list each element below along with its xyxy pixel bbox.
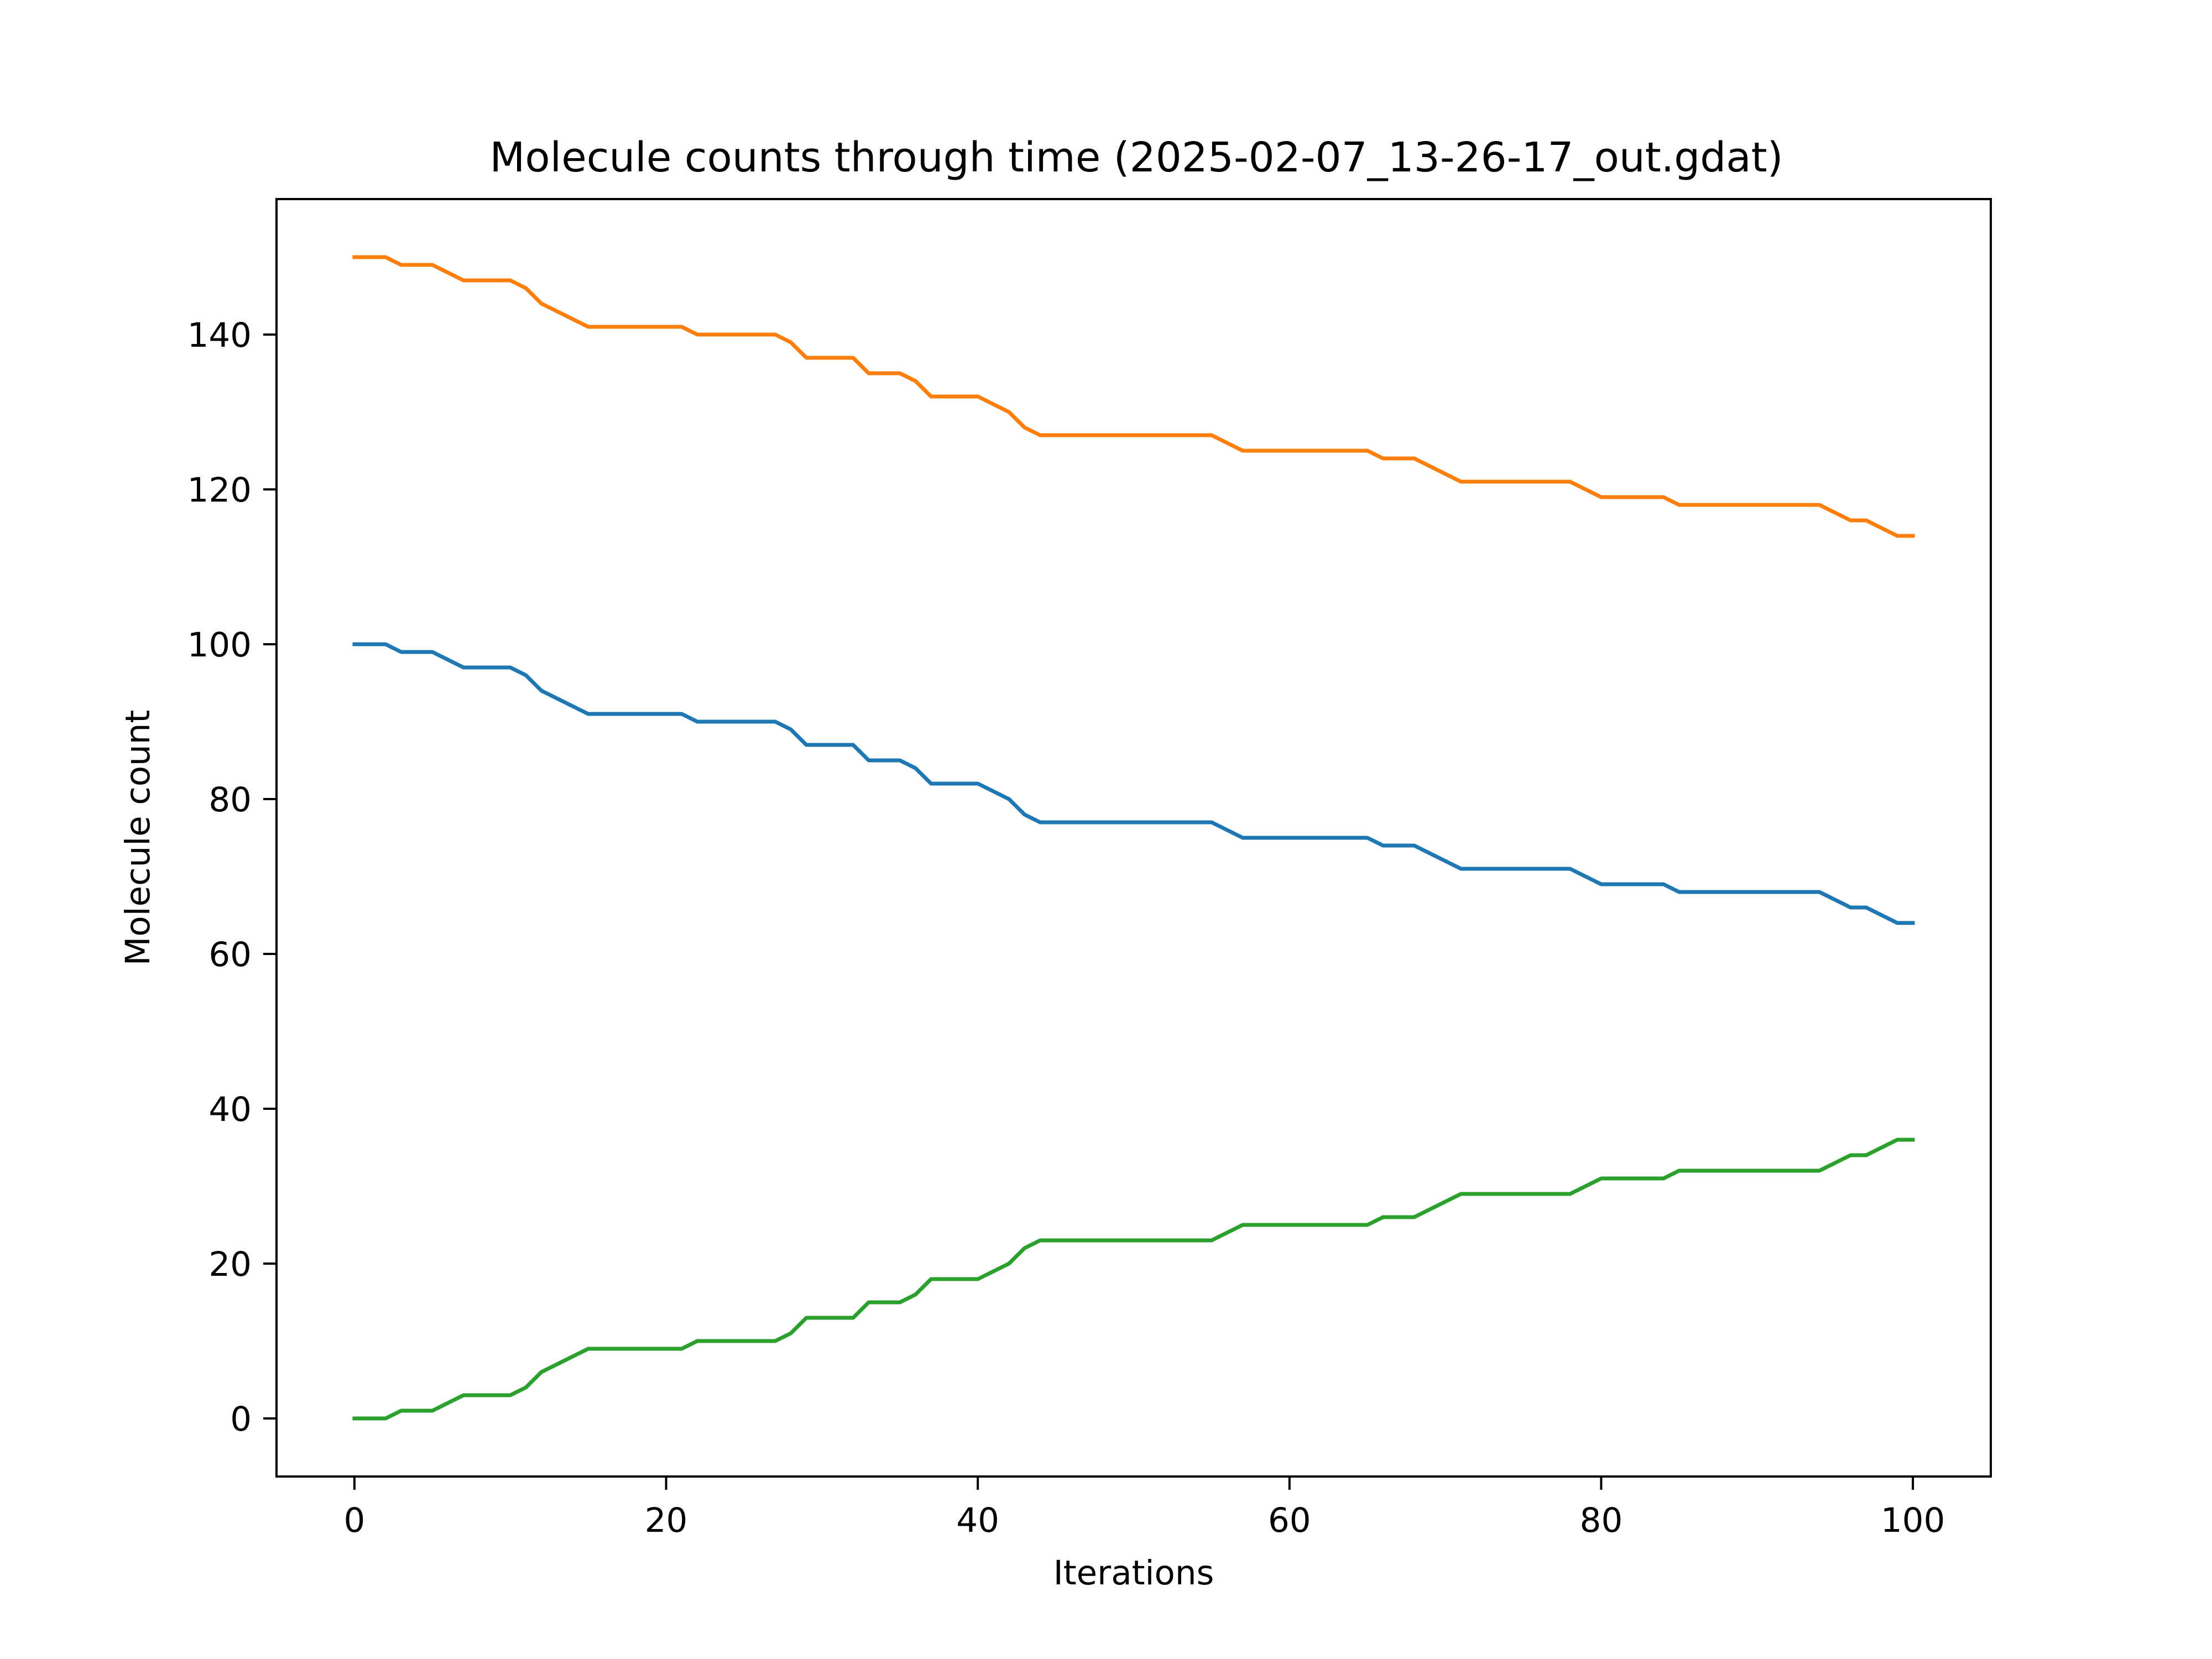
y-tick-label: 120: [187, 471, 252, 510]
y-tick-label: 60: [208, 935, 252, 974]
x-tick-label: 20: [645, 1501, 688, 1540]
series-line-3: [352, 1138, 1915, 1421]
chart-title: Molecule counts through time (2025-02-07…: [490, 134, 1783, 181]
y-tick-label: 40: [208, 1090, 252, 1129]
y-tick-label: 20: [208, 1245, 252, 1284]
y-tick-label: 80: [208, 780, 252, 820]
y-tick-label: 0: [230, 1400, 252, 1439]
x-tick-label: 0: [344, 1501, 366, 1540]
plot-frame: [275, 198, 1992, 1478]
series-line-2: [352, 255, 1915, 538]
x-tick-label: 60: [1268, 1501, 1311, 1540]
x-tick-label: 100: [1881, 1501, 1945, 1540]
x-tick-label: 80: [1580, 1501, 1623, 1540]
x-axis-ticks: 0 20 40 60 80 100: [344, 1477, 1945, 1540]
y-tick-label: 100: [187, 625, 252, 665]
x-tick-label: 40: [956, 1501, 999, 1540]
y-axis-ticks: 0 20 40 60 80 100 120 140: [187, 316, 276, 1439]
series-line-1: [352, 642, 1915, 925]
series-layer: [352, 255, 1915, 1421]
x-axis-label: Iterations: [1053, 1553, 1214, 1593]
y-tick-label: 140: [187, 316, 252, 355]
y-axis-label: Molecule count: [118, 710, 158, 966]
